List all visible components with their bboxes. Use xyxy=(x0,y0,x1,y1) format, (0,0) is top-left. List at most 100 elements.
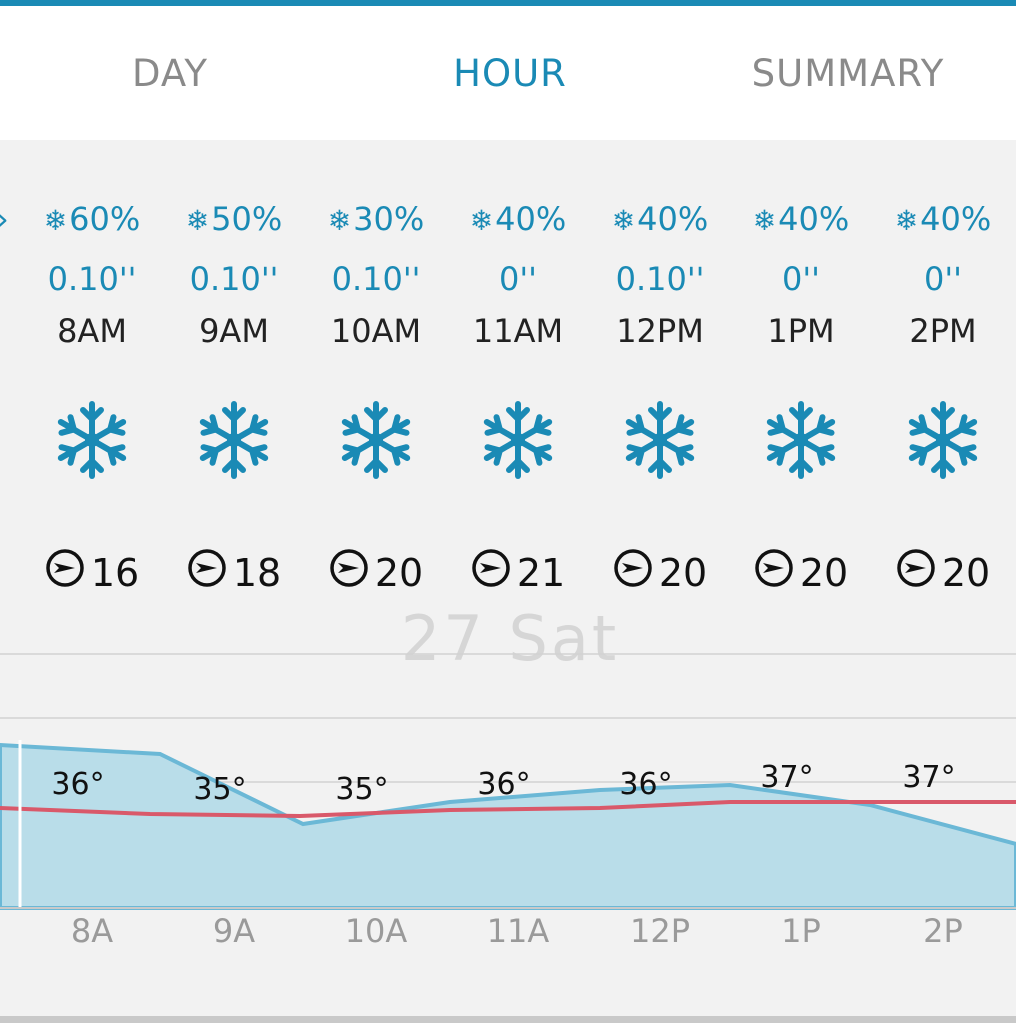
wind-speed: 20 xyxy=(799,550,849,595)
tab-summary[interactable]: SUMMARY xyxy=(751,52,945,95)
hour-label-cell: 1PM xyxy=(730,312,872,350)
snowflake-icon: ❄ xyxy=(327,204,352,237)
precip-chance-cell: ❄30% xyxy=(305,200,447,238)
hour-label: 2PM xyxy=(909,312,977,350)
precip-area xyxy=(0,742,1016,910)
arrow-icon xyxy=(187,548,227,597)
temperature-line xyxy=(0,800,1016,819)
hour-label: 9AM xyxy=(199,312,269,350)
temp-label: 36° xyxy=(619,767,672,802)
snowflake-icon: ❄ xyxy=(752,204,777,237)
temp-label: 35° xyxy=(193,772,246,807)
precip-amount-cell: 0.10'' xyxy=(305,260,447,298)
day-label: 27 Sat xyxy=(400,602,620,675)
wind-speed: 20 xyxy=(374,550,424,595)
precip-chance: 40% xyxy=(778,200,850,238)
arrow-icon xyxy=(471,548,511,597)
wind-cell: 20 xyxy=(589,548,731,597)
hour-label-cell: 9AM xyxy=(163,312,305,350)
tab-bar: DAY HOUR SUMMARY xyxy=(0,6,1016,140)
precip-chance: 40% xyxy=(920,200,992,238)
temp-label: 35° xyxy=(335,772,388,807)
arrow-icon xyxy=(896,548,936,597)
axis-tick-label: 9A xyxy=(212,912,256,950)
precip-chance: 30% xyxy=(353,200,425,238)
bottom-divider xyxy=(0,1016,1016,1023)
hour-label-cell: 10AM xyxy=(305,312,447,350)
arrow-icon xyxy=(613,548,653,597)
arrow-icon xyxy=(45,548,85,597)
wind-cell: 20 xyxy=(872,548,1014,597)
hour-label-cell: 2PM xyxy=(872,312,1014,350)
snowflake-icon: ❄ xyxy=(185,204,210,237)
offscreen-precip-fragment: › xyxy=(0,200,9,238)
hour-label-cell: 8AM xyxy=(21,312,163,350)
temp-label: 36° xyxy=(51,767,104,802)
precip-chance: 40% xyxy=(495,200,567,238)
precip-chance: 40% xyxy=(637,200,709,238)
snowflake-icon xyxy=(194,400,274,480)
wind-cell: 20 xyxy=(730,548,872,597)
precip-amount: 0.10'' xyxy=(47,260,137,298)
hour-label: 10AM xyxy=(330,312,422,350)
snowflake-icon: ❄ xyxy=(43,204,68,237)
precip-chance: 50% xyxy=(211,200,283,238)
snowflake-icon: ❄ xyxy=(611,204,636,237)
precip-amount-cell: 0.10'' xyxy=(21,260,163,298)
wind-speed: 18 xyxy=(232,550,282,595)
arrow-icon xyxy=(754,548,794,597)
axis-tick-label: 2P xyxy=(923,912,963,950)
wind-cell: 18 xyxy=(163,548,305,597)
precip-amount: 0.10'' xyxy=(189,260,279,298)
axis-tick-label: 11A xyxy=(486,912,550,950)
wind-speed: 16 xyxy=(90,550,140,595)
snowflake-icon xyxy=(903,400,983,480)
precip-chance-cell: ❄40% xyxy=(730,200,872,238)
precip-amount: 0.10'' xyxy=(331,260,421,298)
hour-label: 12PM xyxy=(616,312,704,350)
precip-amount-cell: 0'' xyxy=(872,260,1014,298)
precip-amount-cell: 0'' xyxy=(447,260,589,298)
top-accent-bar xyxy=(0,0,1016,6)
snowflake-icon xyxy=(761,400,841,480)
hour-label-cell: 11AM xyxy=(447,312,589,350)
snowflake-icon: ❄ xyxy=(894,204,919,237)
temp-label: 36° xyxy=(477,767,530,802)
temperature-chart: 36° 35° 35° 36° 36° 37° 37° xyxy=(0,653,1016,910)
precip-amount-cell: 0.10'' xyxy=(163,260,305,298)
precip-amount-cell: 0.10'' xyxy=(589,260,731,298)
precip-amount: 0'' xyxy=(782,260,820,298)
axis-tick-label: 8A xyxy=(70,912,114,950)
axis-tick-label: 1P xyxy=(781,912,821,950)
snowflake-icon xyxy=(620,400,700,480)
wind-speed: 20 xyxy=(658,550,708,595)
precip-chance-cell: ❄40% xyxy=(872,200,1014,238)
precip-amount: 0.10'' xyxy=(615,260,705,298)
precip-chance-cell: ❄60% xyxy=(21,200,163,238)
precip-chance-cell: ❄50% xyxy=(163,200,305,238)
axis-tick-label: 10A xyxy=(344,912,408,950)
snowflake-icon: ❄ xyxy=(469,204,494,237)
wind-cell: 21 xyxy=(447,548,589,597)
hour-label: 8AM xyxy=(57,312,127,350)
temp-label: 37° xyxy=(902,760,955,795)
precip-amount: 0'' xyxy=(499,260,537,298)
wind-cell: 20 xyxy=(305,548,447,597)
precip-chance-cell: ❄40% xyxy=(589,200,731,238)
wind-cell: 16 xyxy=(21,548,163,597)
axis-tick-label: 12P xyxy=(629,912,690,950)
tab-day[interactable]: DAY xyxy=(132,52,208,95)
temp-label: 37° xyxy=(760,760,813,795)
hour-label: 11AM xyxy=(472,312,564,350)
temperature-labels: 36° 35° 35° 36° 36° 37° 37° xyxy=(51,760,955,807)
precip-chance-cell: ❄40% xyxy=(447,200,589,238)
snowflake-icon xyxy=(52,400,132,480)
snowflake-icon xyxy=(478,400,558,480)
precip-amount-cell: 0'' xyxy=(730,260,872,298)
hour-label-cell: 12PM xyxy=(589,312,731,350)
precip-chance: 60% xyxy=(69,200,141,238)
wind-speed: 20 xyxy=(941,550,991,595)
tab-hour[interactable]: HOUR xyxy=(453,52,567,95)
precip-amount: 0'' xyxy=(924,260,962,298)
arrow-icon xyxy=(329,548,369,597)
